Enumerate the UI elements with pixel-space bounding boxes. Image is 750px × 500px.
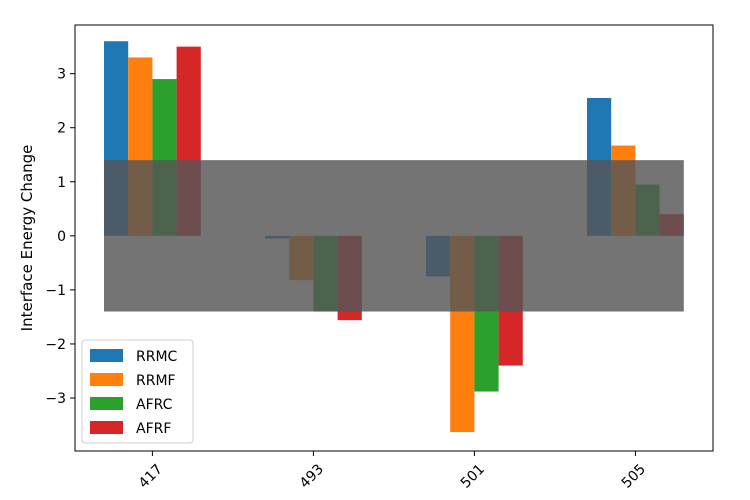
- plot-frame: [74, 24, 714, 452]
- y-tick-label: 0: [57, 229, 66, 245]
- x-tick-label: 493: [297, 461, 327, 491]
- legend: RRMC RRMF AFRC AFRF: [81, 339, 194, 444]
- y-axis: −3 −2 −1 0 1 2 3: [45, 67, 75, 407]
- y-tick-label: 2: [57, 121, 66, 137]
- band-layer: [104, 160, 684, 312]
- y-tick-label: −3: [45, 391, 66, 407]
- legend-swatch-rrmf: [90, 373, 123, 386]
- shaded-band: [104, 160, 684, 312]
- x-tick-label: 417: [136, 461, 166, 491]
- legend-box: [81, 339, 194, 444]
- legend-label-rrmf: RRMF: [136, 373, 176, 389]
- legend-label-afrc: AFRC: [136, 397, 173, 413]
- y-axis-label: Interface Energy Change: [18, 145, 36, 332]
- y-tick-label: −2: [45, 337, 66, 353]
- legend-swatch-afrf: [90, 421, 123, 434]
- x-tick-label: 501: [458, 461, 488, 491]
- legend-label-rrmc: RRMC: [136, 349, 178, 365]
- legend-swatch-rrmc: [90, 349, 123, 362]
- legend-label-afrf: AFRF: [136, 421, 171, 437]
- y-tick-label: 3: [57, 67, 66, 83]
- y-tick-label: −1: [45, 283, 66, 299]
- x-axis: 417 493 501 505: [136, 451, 649, 492]
- x-tick-label: 505: [619, 461, 649, 491]
- legend-swatch-afrc: [90, 397, 123, 410]
- y-tick-label: 1: [57, 175, 66, 191]
